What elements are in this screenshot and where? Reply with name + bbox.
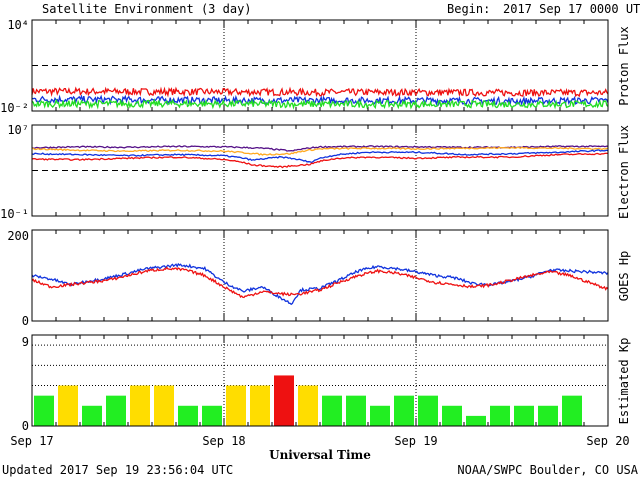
series-blue-line: [31, 149, 609, 164]
kp-bar: [538, 405, 558, 426]
kp-bar: [514, 405, 534, 426]
proton-ylabel: Proton Flux: [617, 26, 631, 105]
kp-bar: [178, 405, 198, 426]
kp-bar: [250, 385, 270, 426]
credit-text: NOAA/SWPC Boulder, CO USA: [457, 463, 638, 477]
xtick-sep18: Sep 18: [202, 434, 245, 448]
kp-bar: [466, 415, 486, 426]
updated-timestamp: Updated 2017 Sep 19 23:56:04 UTC: [2, 463, 233, 477]
electron-ytick-bottom: 10⁻¹: [0, 207, 29, 221]
proton-ytick-top: 10⁴: [7, 18, 29, 32]
kp-bar: [202, 405, 222, 426]
kp-frame: [31, 334, 609, 427]
begin-value: 2017 Sep 17 0000 UTC: [503, 2, 640, 16]
kp-ytick-top: 9: [22, 335, 29, 349]
proton-flux-frame: [31, 19, 609, 112]
begin-label: Begin:: [447, 2, 490, 16]
kp-panel: 9 0 Estimated Kp: [22, 334, 631, 433]
kp-bar: [226, 385, 246, 426]
figure-title: Satellite Environment (3 day): [42, 2, 252, 16]
kp-bar: [346, 395, 366, 426]
hp-ylabel: GOES Hp: [617, 251, 631, 302]
kp-bar: [442, 405, 462, 426]
kp-ylabel: Estimated Kp: [617, 338, 631, 425]
kp-ytick-bottom: 0: [22, 419, 29, 433]
xtick-sep19: Sep 19: [394, 434, 437, 448]
xtick-sep17: Sep 17: [10, 434, 53, 448]
series-red-line: [31, 266, 609, 299]
kp-bar: [490, 405, 510, 426]
goes-hp-frame: [31, 229, 609, 322]
kp-bar: [274, 375, 294, 426]
kp-bar: [322, 395, 342, 426]
kp-bar: [82, 405, 102, 426]
hp-ytick-bottom: 0: [22, 314, 29, 328]
kp-bar: [562, 395, 582, 426]
kp-bar: [106, 395, 126, 426]
proton-flux-panel: 10⁴ 10⁻² Proton Flux: [0, 18, 631, 115]
series-red-line: [31, 152, 609, 169]
electron-ytick-top: 10⁷: [7, 123, 29, 137]
goes-hp-panel: 200 0 GOES Hp: [7, 229, 631, 328]
kp-bar: [370, 405, 390, 426]
series-red-line: [31, 86, 609, 98]
xtick-sep20: Sep 20: [586, 434, 629, 448]
kp-bar: [58, 385, 78, 426]
xaxis-title: Universal Time: [269, 448, 371, 462]
electron-ylabel: Electron Flux: [617, 125, 631, 219]
hp-ytick-top: 200: [7, 229, 29, 243]
kp-bar: [154, 385, 174, 426]
series-orange-line: [31, 146, 609, 156]
series-blue-line: [31, 262, 609, 306]
kp-bar: [298, 385, 318, 426]
kp-bar: [34, 395, 54, 426]
kp-bar: [418, 395, 438, 426]
electron-flux-frame: [31, 124, 609, 217]
kp-bar: [394, 395, 414, 426]
series-blue-line: [31, 94, 609, 107]
electron-flux-panel: 10⁷ 10⁻¹ Electron Flux: [0, 123, 631, 221]
series-green-line: [31, 97, 609, 110]
kp-bar: [130, 385, 150, 426]
proton-ytick-bottom: 10⁻²: [0, 101, 29, 115]
